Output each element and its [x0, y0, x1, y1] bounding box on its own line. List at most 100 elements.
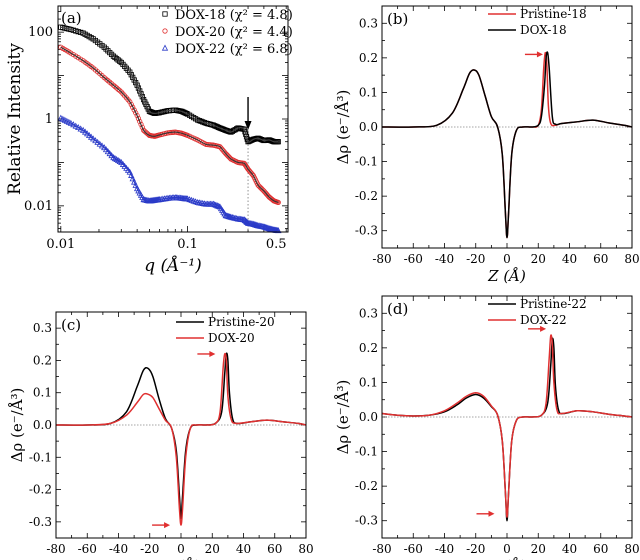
legend-label: DOX-20 (χ² = 4.4)	[175, 25, 293, 40]
x-tick-label: -60	[404, 252, 423, 266]
data-point	[131, 178, 138, 185]
x-tick-label: 60	[593, 542, 608, 556]
data-point	[129, 175, 136, 182]
annotation-arrowhead	[209, 350, 216, 357]
data-point	[126, 168, 133, 175]
data-point	[127, 99, 133, 105]
data-point	[196, 118, 202, 124]
data-point	[200, 119, 206, 125]
y-tick-label: -0.1	[355, 155, 378, 169]
y-tick-label: -0.2	[29, 483, 52, 497]
data-point	[115, 86, 121, 92]
data-point	[130, 104, 136, 110]
panel-label: (a)	[61, 9, 82, 27]
series-line-1	[381, 334, 633, 519]
x-tick-label: -20	[466, 542, 485, 556]
x-axis-label: Z (Å)	[487, 267, 526, 285]
plot-frame	[55, 311, 307, 539]
data-point	[94, 138, 101, 145]
data-point	[96, 140, 103, 147]
x-tick-label: 40	[562, 252, 577, 266]
y-tick-label: -0.2	[355, 479, 378, 493]
x-tick-label: 40	[562, 542, 577, 556]
data-point	[127, 69, 133, 75]
panel-label: (b)	[387, 10, 408, 28]
x-tick-label: -80	[46, 542, 65, 556]
y-tick-label: 0.2	[359, 341, 378, 355]
data-point	[135, 115, 142, 122]
x-axis-label: Z (Å)	[161, 557, 200, 560]
y-tick-label: -0.3	[29, 515, 52, 529]
x-tick-label: 0.01	[46, 237, 75, 252]
y-tick-label: 0.1	[359, 375, 378, 389]
panel-c: -80 -60 -40 -20 0 20 40 60 80 -0.3 -0.2 -0.1 0.0 0.1 0…	[8, 311, 314, 560]
data-point	[138, 91, 144, 97]
data-point	[128, 171, 135, 178]
y-tick-label: 100	[28, 25, 53, 40]
x-tick-label: 0	[177, 542, 185, 556]
x-tick-label: 40	[236, 542, 251, 556]
x-tick-label: -60	[404, 542, 423, 556]
annotation-arrowhead	[488, 510, 495, 517]
x-tick-label: -60	[78, 542, 97, 556]
data-point	[131, 107, 137, 113]
data-point	[132, 181, 139, 188]
y-axis-label: Δρ (e⁻/Å³)	[8, 388, 26, 463]
data-point	[98, 142, 106, 149]
x-tick-label: -20	[140, 542, 159, 556]
y-tick-label: 0.3	[33, 321, 52, 335]
data-point	[134, 82, 140, 88]
x-tick-label: 0	[503, 542, 511, 556]
data-point	[195, 117, 201, 123]
series-line-0	[381, 337, 633, 522]
y-axis-label: Relative Intensity	[5, 43, 25, 195]
panel-label: (d)	[387, 300, 408, 318]
data-point	[183, 110, 190, 117]
series-0	[58, 24, 281, 145]
x-tick-label: 20	[531, 542, 546, 556]
y-tick-label: 0.01	[24, 199, 53, 214]
legend-label: DOX-20	[208, 331, 255, 345]
y-tick-label: 1	[45, 112, 53, 127]
data-point	[133, 79, 139, 86]
legend-label: DOX-18 (χ² = 4.8)	[175, 8, 293, 23]
x-tick-label: 60	[267, 542, 282, 556]
series-1	[58, 44, 281, 206]
plot-frame	[57, 5, 289, 233]
series-line-0	[55, 352, 307, 520]
x-tick-label: 20	[205, 542, 220, 556]
fit-line	[60, 46, 279, 203]
x-tick-label: -40	[435, 252, 454, 266]
series-line-1	[381, 51, 633, 239]
y-tick-label: -0.1	[355, 445, 378, 459]
data-point	[162, 28, 168, 34]
y-tick-label: 0.1	[359, 85, 378, 99]
data-point	[198, 118, 204, 124]
annotation-arrowhead	[164, 522, 171, 529]
panel-label: (c)	[61, 316, 81, 334]
y-tick-label: 0.0	[359, 120, 378, 134]
data-point	[135, 85, 142, 91]
fit-line	[60, 26, 279, 143]
legend-label: DOX-22	[520, 313, 567, 327]
fit-line	[60, 117, 279, 232]
y-tick-label: 0.3	[359, 16, 378, 30]
data-point	[139, 124, 145, 130]
legend-label: DOX-18	[520, 23, 567, 37]
y-tick-label: 0.2	[359, 51, 378, 65]
x-tick-label: -40	[435, 542, 454, 556]
series-line-1	[55, 352, 307, 526]
data-point	[128, 72, 134, 78]
series-line-0	[381, 51, 633, 239]
x-axis-label: q (Å⁻¹)	[144, 255, 202, 276]
y-tick-label: 0.1	[33, 386, 52, 400]
plot-frame	[381, 5, 633, 249]
y-tick-label: -0.2	[355, 189, 378, 203]
legend-label: Pristine-18	[520, 7, 587, 21]
legend-label: Pristine-22	[520, 297, 587, 311]
x-tick-label: -80	[372, 542, 391, 556]
panel-d: -80 -60 -40 -20 0 20 40 60 80 -0.3 -0.2 -0.1 0.0 0.1 0…	[334, 295, 640, 560]
data-point	[117, 87, 123, 94]
annotation-arrowhead	[536, 51, 543, 58]
